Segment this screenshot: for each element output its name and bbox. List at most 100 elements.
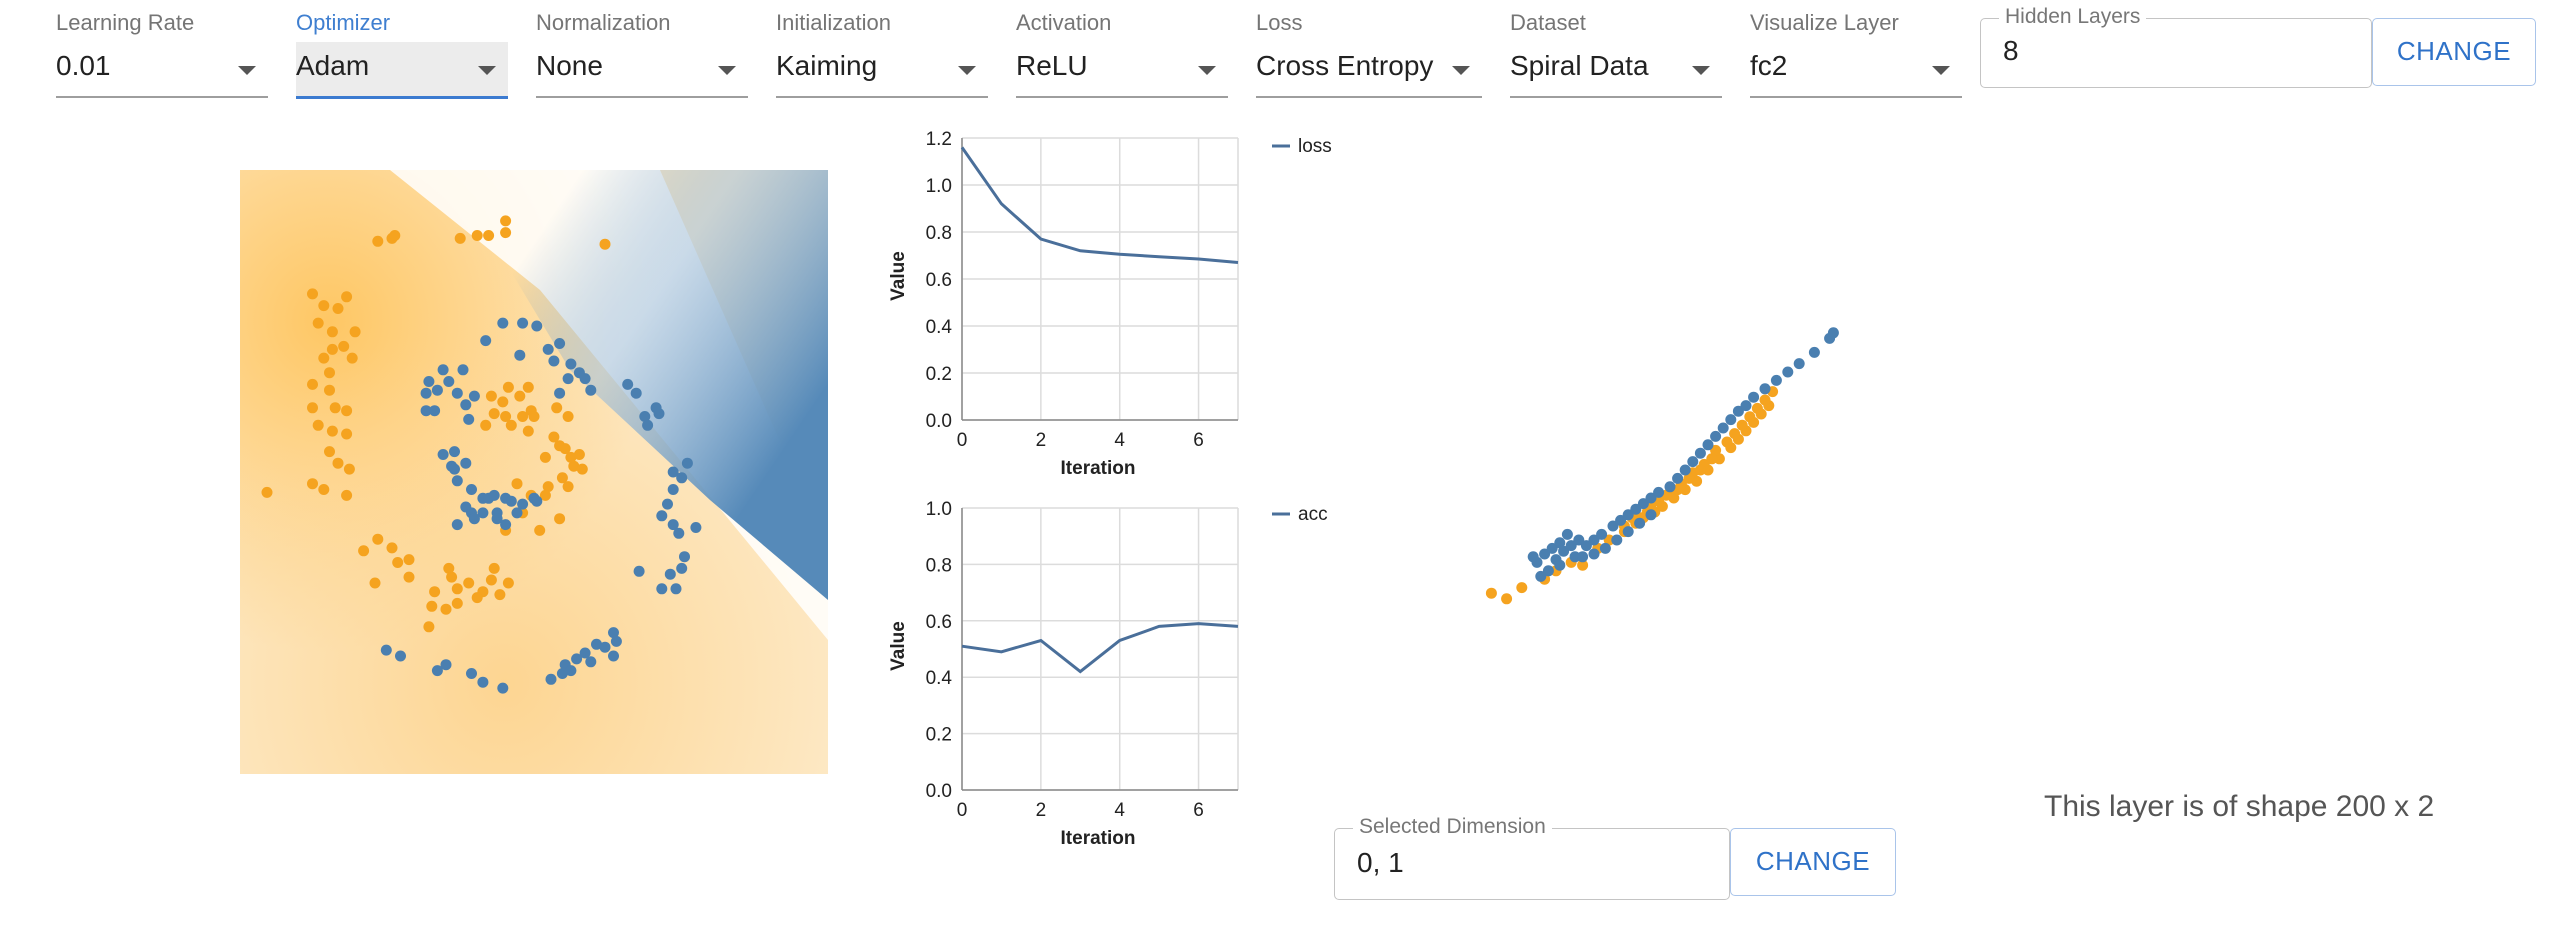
loss-select-box[interactable]: Cross Entropy	[1256, 42, 1482, 98]
select-optimizer[interactable]: Optimizer Adam	[296, 8, 508, 100]
layer-point-blue	[1634, 517, 1646, 529]
activation-label: Activation	[1016, 10, 1112, 35]
hidden-layers-change-button[interactable]: CHANGE	[2372, 18, 2536, 86]
visualize-layer-select-box[interactable]: fc2	[1750, 42, 1962, 98]
boundary-point-orange	[324, 367, 335, 379]
select-initialization[interactable]: Initialization Kaiming	[776, 8, 988, 100]
acc-y-tick-label: 0.6	[926, 612, 952, 633]
chevron-down-icon	[1198, 66, 1216, 75]
boundary-point-blue	[477, 507, 489, 519]
layer-point-blue	[1607, 520, 1619, 532]
loss-x-axis-label: Iteration	[1061, 458, 1136, 479]
layer-point-blue	[1554, 559, 1566, 571]
boundary-point-orange	[372, 235, 384, 247]
boundary-point-orange	[324, 446, 335, 458]
boundary-point-blue	[420, 405, 432, 417]
select-dataset[interactable]: Dataset Spiral Data	[1510, 8, 1722, 100]
initialization-value: Kaiming	[776, 50, 878, 81]
boundary-point-blue	[633, 565, 645, 577]
boundary-point-orange	[517, 411, 529, 422]
boundary-point-orange	[326, 425, 338, 437]
boundary-point-blue	[468, 513, 480, 525]
boundary-point-blue	[468, 390, 480, 402]
optimizer-select-box[interactable]: Adam	[296, 42, 508, 99]
initialization-select-box[interactable]: Kaiming	[776, 42, 988, 98]
layer-point-blue	[1645, 509, 1657, 521]
boundary-point-orange	[502, 381, 514, 393]
select-loss[interactable]: Loss Cross Entropy	[1256, 8, 1482, 100]
normalization-value: None	[536, 50, 603, 81]
activation-select-box[interactable]: ReLU	[1016, 42, 1228, 98]
boundary-point-orange	[483, 230, 495, 241]
chevron-down-icon	[1452, 66, 1470, 75]
boundary-point-orange	[307, 288, 318, 300]
select-learning-rate[interactable]: Learning Rate 0.01	[56, 8, 268, 100]
layer-point-orange	[1729, 428, 1741, 440]
chevron-down-icon	[1692, 66, 1710, 75]
boundary-point-blue	[610, 635, 622, 647]
boundary-point-blue	[517, 317, 529, 329]
boundary-point-orange	[392, 557, 404, 568]
boundary-point-blue	[395, 650, 406, 662]
boundary-point-orange	[358, 545, 370, 557]
boundary-point-orange	[568, 460, 580, 472]
learning-rate-value: 0.01	[56, 50, 111, 81]
layer-point-blue	[1527, 551, 1539, 563]
boundary-point-blue	[545, 673, 557, 685]
boundary-point-blue	[650, 402, 662, 414]
layer-point-orange	[1694, 464, 1706, 476]
layer-point-blue	[1577, 551, 1589, 563]
boundary-point-blue	[554, 338, 566, 349]
boundary-point-orange	[565, 451, 577, 463]
boundary-point-blue	[571, 653, 583, 665]
boundary-point-blue	[511, 507, 523, 519]
boundary-point-blue	[667, 484, 679, 495]
boundary-point-blue	[622, 378, 634, 390]
boundary-point-orange	[326, 326, 338, 338]
select-normalization[interactable]: Normalization None	[536, 8, 748, 100]
boundary-point-orange	[423, 621, 435, 633]
layer-point-orange	[1759, 394, 1771, 406]
select-activation[interactable]: Activation ReLU	[1016, 8, 1228, 100]
boundary-blue-region	[450, 170, 828, 600]
layer-point-blue	[1653, 486, 1665, 498]
acc-y-tick-label: 0.2	[926, 725, 952, 746]
layer-point-blue	[1615, 514, 1627, 526]
layer-point-orange	[1516, 582, 1528, 594]
initialization-label: Initialization	[776, 10, 891, 35]
chevron-down-icon	[1932, 66, 1950, 75]
boundary-point-orange	[332, 457, 344, 469]
boundary-point-blue	[477, 676, 489, 688]
dataset-value: Spiral Data	[1510, 50, 1649, 81]
layer-point-blue	[1770, 374, 1782, 386]
acc-x-tick-label: 0	[957, 800, 968, 821]
hidden-layers-field[interactable]: Hidden Layers 8	[1980, 5, 2372, 88]
select-visualize-layer[interactable]: Visualize Layer fc2	[1750, 8, 1962, 100]
layer-point-orange	[1577, 559, 1589, 571]
layer-point-blue	[1687, 456, 1699, 468]
learning-rate-select-box[interactable]: 0.01	[56, 42, 268, 98]
boundary-point-orange	[318, 300, 330, 312]
layer-point-orange	[1485, 587, 1497, 599]
boundary-point-orange	[514, 390, 526, 402]
loss-y-tick-label: 0.0	[926, 411, 952, 432]
selected-dimension-field[interactable]: Selected Dimension 0, 1	[1334, 815, 1730, 900]
normalization-select-box[interactable]: None	[536, 42, 748, 98]
boundary-point-blue	[466, 484, 477, 495]
boundary-point-blue	[667, 519, 679, 531]
selected-dimension-change-button[interactable]: CHANGE	[1730, 828, 1896, 896]
boundary-point-blue	[505, 495, 517, 507]
layer-point-blue	[1596, 528, 1608, 540]
boundary-point-blue	[642, 419, 654, 431]
boundary-point-blue	[656, 510, 668, 522]
layer-point-blue	[1622, 509, 1634, 521]
boundary-point-orange	[307, 378, 318, 390]
boundary-point-orange	[488, 408, 500, 420]
layer-point-blue	[1554, 537, 1566, 549]
boundary-point-orange	[369, 577, 381, 589]
boundary-point-orange	[542, 481, 554, 493]
dataset-select-box[interactable]: Spiral Data	[1510, 42, 1722, 98]
boundary-point-blue	[608, 627, 619, 639]
boundary-point-orange	[332, 303, 344, 314]
activation-value: ReLU	[1016, 50, 1088, 81]
